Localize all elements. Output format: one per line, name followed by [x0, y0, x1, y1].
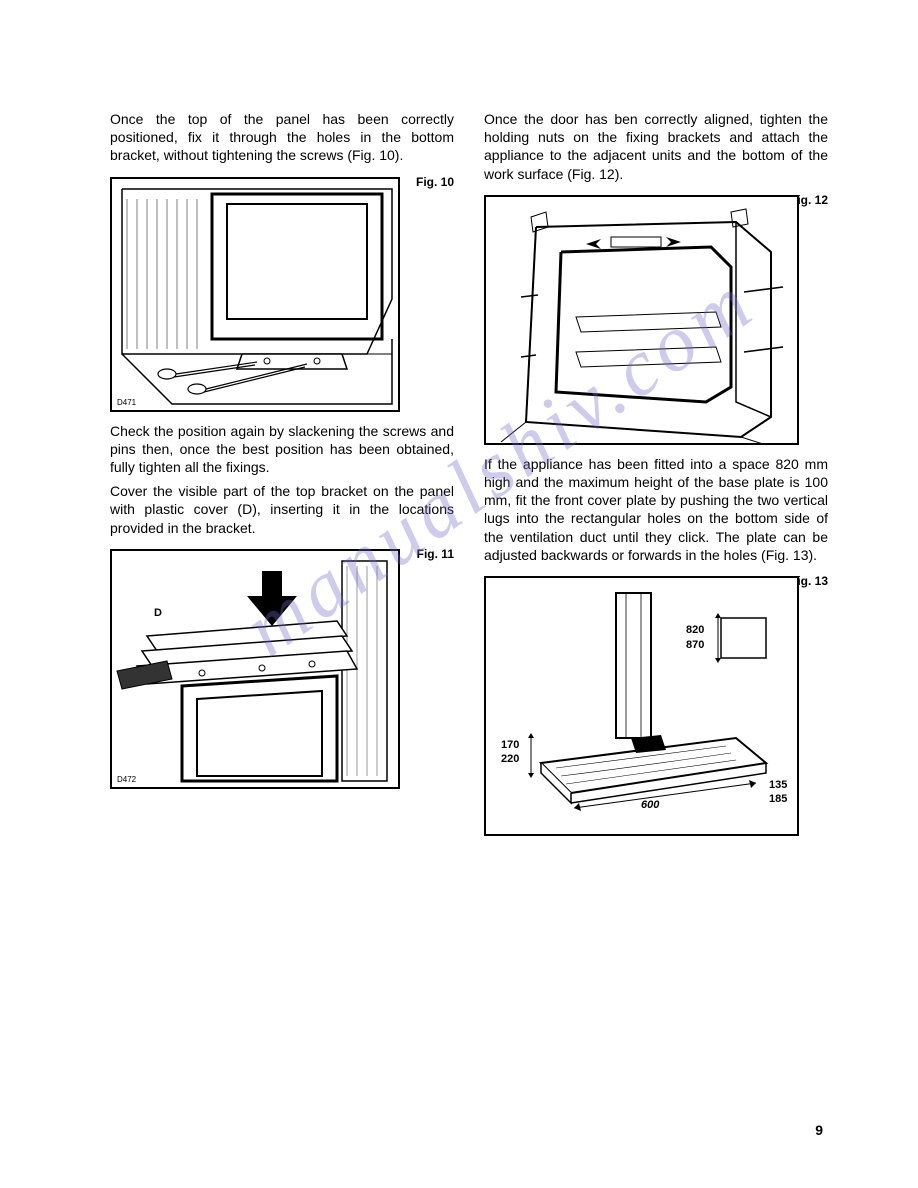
- fig10-ref: D471: [117, 398, 136, 407]
- para-door-aligned: Once the door has ben correctly aligned,…: [484, 110, 828, 183]
- fig11-letter-d: D: [154, 607, 162, 619]
- dim-820: 820: [686, 624, 704, 636]
- figure-12-wrapper: Fig. 12: [484, 195, 828, 445]
- figure-11-wrapper: Fig. 11: [110, 549, 454, 789]
- para-panel-top: Once the top of the panel has been corre…: [110, 110, 454, 165]
- fig12-illustration: [486, 197, 799, 445]
- figure-10-wrapper: Fig. 10: [110, 177, 454, 412]
- dim-600: 600: [641, 799, 660, 811]
- para-check-position: Check the position again by slackening t…: [110, 422, 454, 477]
- right-column: Once the door has ben correctly aligned,…: [484, 110, 828, 846]
- fig10-illustration: [112, 179, 400, 412]
- page-number: 9: [815, 1122, 823, 1138]
- dim-170: 170: [501, 739, 519, 751]
- figure-10: D471: [110, 177, 400, 412]
- fig11-illustration: D: [112, 551, 400, 789]
- figure-13-wrapper: Fig. 13 820 870: [484, 576, 828, 836]
- left-column: Once the top of the panel has been corre…: [110, 110, 454, 846]
- fig11-ref: D472: [117, 775, 136, 784]
- dim-220: 220: [501, 753, 519, 765]
- para-appliance-fitted: If the appliance has been fitted into a …: [484, 455, 828, 564]
- figure-13: 820 870: [484, 576, 799, 836]
- figure-11: D D472: [110, 549, 400, 789]
- figure-12: [484, 195, 799, 445]
- fig11-label: Fig. 11: [417, 547, 454, 561]
- dim-870: 870: [686, 639, 704, 651]
- dim-135: 135: [769, 779, 787, 791]
- dim-185: 185: [769, 793, 787, 805]
- fig13-illustration: 820 870: [486, 578, 799, 836]
- fig10-label: Fig. 10: [416, 175, 454, 189]
- para-cover-bracket: Cover the visible part of the top bracke…: [110, 482, 454, 537]
